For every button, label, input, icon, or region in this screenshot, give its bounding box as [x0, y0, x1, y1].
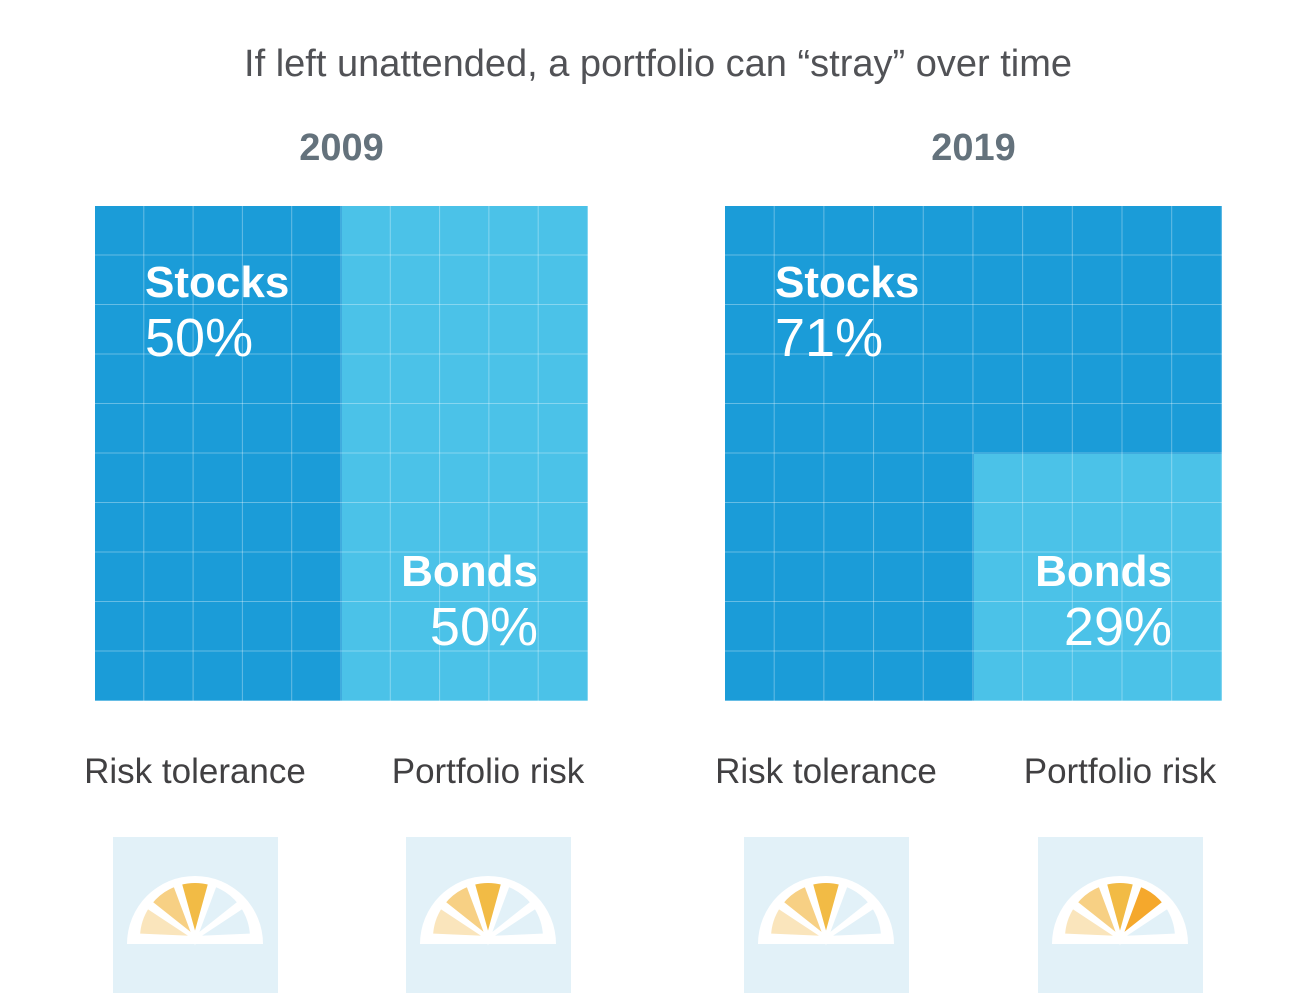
gauge-dial-icon — [127, 876, 263, 946]
portfolio-risk-label-2009: Portfolio risk — [391, 752, 585, 791]
gauge-wedge — [778, 882, 831, 945]
gauge-wedge — [1115, 882, 1168, 945]
gauge-wedge — [1072, 882, 1125, 945]
bonds-name: Bonds — [401, 547, 538, 596]
gauge-wedge — [440, 882, 493, 945]
gauge-wedge — [480, 903, 548, 941]
portfolio-risk-gauge-2009 — [406, 837, 571, 993]
bonds-region-2009 — [341, 206, 588, 701]
stocks-name: Stocks — [145, 258, 290, 307]
gauge-wedge — [187, 903, 255, 941]
gauge-wedge — [177, 879, 213, 946]
allocation-square-2019: Stocks 71% Bonds 29% — [725, 206, 1222, 701]
gauge-wedge — [428, 903, 496, 941]
page-title: If left unattended, a portfolio can “str… — [244, 43, 1072, 85]
risk-tolerance-label-2019: Risk tolerance — [715, 752, 937, 791]
portfolio-risk-gauge-2019 — [1038, 837, 1203, 993]
year-label-2019: 2019 — [931, 127, 1016, 169]
gauge-dial-icon — [1052, 876, 1188, 946]
gauge-wedge — [190, 882, 243, 945]
stocks-name: Stocks — [775, 258, 920, 307]
risk-tolerance-gauge-2009 — [113, 837, 278, 993]
gauge-wedge — [818, 903, 886, 941]
bonds-region-2019 — [973, 453, 1222, 701]
gauge-wedge — [1060, 903, 1128, 941]
stocks-label-2009: Stocks 50% — [145, 258, 289, 368]
gauge-wedge — [808, 879, 844, 946]
gauge-wedge — [821, 882, 874, 945]
risk-tolerance-gauge-2019 — [744, 837, 909, 993]
year-label-2009: 2009 — [299, 127, 384, 169]
allocation-square-2009: Stocks 50% Bonds 50% — [95, 206, 588, 701]
gauge-wedge — [147, 882, 200, 945]
gauge-wedge — [470, 879, 506, 946]
gauge-wedge — [1112, 903, 1180, 941]
gauge-wedge — [766, 903, 834, 941]
stocks-percent: 50% — [145, 308, 254, 368]
bonds-label-2009: Bonds 50% — [401, 547, 538, 657]
risk-tolerance-label-2009: Risk tolerance — [84, 752, 306, 791]
bonds-label-2019: Bonds 29% — [1035, 547, 1172, 657]
gauge-wedge — [1102, 879, 1138, 946]
gauge-dial-icon — [758, 876, 894, 946]
bonds-percent: 29% — [1063, 597, 1172, 657]
gauge-wedge — [135, 903, 203, 941]
gauge-dial-icon — [420, 876, 556, 946]
portfolio-risk-label-2019: Portfolio risk — [1023, 752, 1217, 791]
gauge-wedge — [483, 882, 536, 945]
stocks-label-2019: Stocks 71% — [775, 258, 919, 368]
bonds-name: Bonds — [1035, 547, 1172, 596]
stocks-percent: 71% — [775, 308, 884, 368]
bonds-percent: 50% — [429, 597, 538, 657]
